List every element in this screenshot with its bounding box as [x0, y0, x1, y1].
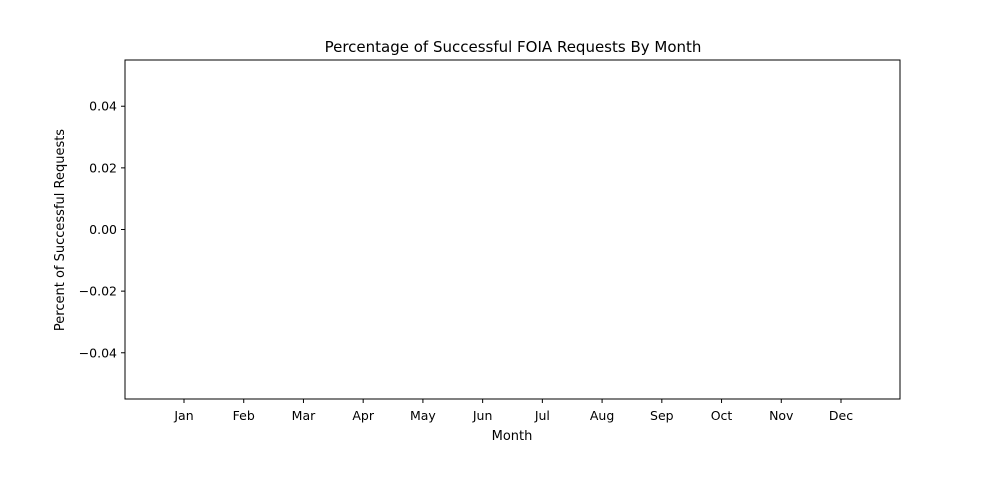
y-tick-label: 0.04	[89, 99, 117, 114]
x-tick-label: Dec	[829, 408, 853, 423]
x-tick-label: Jun	[472, 408, 493, 423]
y-tick-label: 0.00	[89, 222, 117, 237]
x-tick-label: Feb	[233, 408, 255, 423]
y-tick-label: 0.02	[89, 160, 117, 175]
y-tick-label: −0.04	[79, 345, 117, 360]
x-tick-label: Sep	[650, 408, 674, 423]
x-tick-label: May	[410, 408, 436, 423]
x-tick-label: Jan	[173, 408, 193, 423]
chart-title: Percentage of Successful FOIA Requests B…	[325, 38, 702, 56]
x-tick-label: Aug	[590, 408, 614, 423]
y-axis-label: Percent of Successful Requests	[53, 129, 68, 331]
x-axis-ticks: Jan Feb Mar Apr May Jun Jul Aug Sep Oct Nov Dec	[173, 399, 853, 423]
y-axis-ticks: 0.04 0.02 0.00 −0.02 −0.04	[79, 99, 125, 360]
plot-area	[124, 59, 901, 400]
x-tick-label: Mar	[292, 408, 316, 423]
x-tick-label: Apr	[352, 408, 374, 423]
x-tick-label: Jul	[534, 408, 550, 423]
y-tick-label: −0.02	[79, 284, 117, 299]
x-axis-label: Month	[492, 429, 533, 444]
x-tick-label: Oct	[711, 408, 733, 423]
x-tick-label: Nov	[769, 408, 794, 423]
